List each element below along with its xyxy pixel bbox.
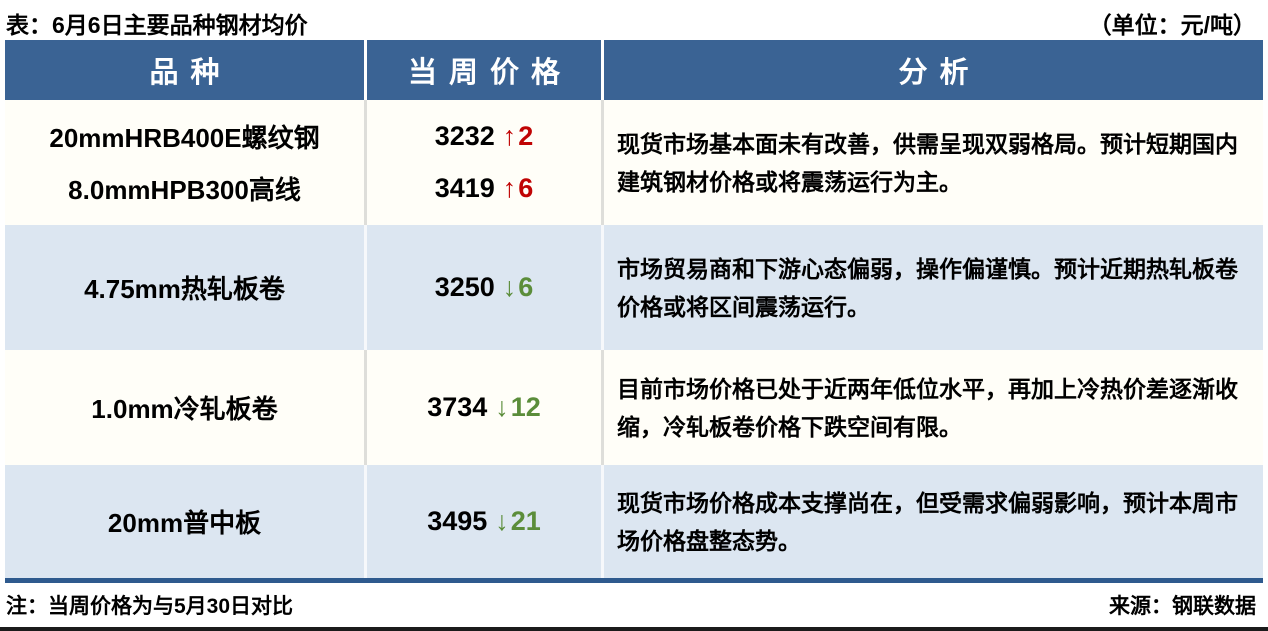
column-divider <box>364 100 367 225</box>
price-line: 3495 ↓21 <box>427 506 541 537</box>
up-arrow-icon: ↑ <box>502 120 517 151</box>
variety-cell: 20mmHRB400E螺纹钢 8.0mmHPB300高线 <box>5 100 364 225</box>
bottom-divider <box>0 627 1268 631</box>
analysis-text: 目前市场价格已处于近两年低位水平，再加上冷热价差逐渐收缩，冷轧板卷价格下跌空间有… <box>617 375 1238 440</box>
change-value: 6 <box>518 272 534 302</box>
price-line: 3250 ↓6 <box>435 272 534 303</box>
change-value: 21 <box>510 506 541 536</box>
column-divider <box>364 350 367 465</box>
column-divider <box>364 465 367 578</box>
title-bar: 表：6月6日主要品种钢材均价 （单位：元/吨） <box>0 0 1268 40</box>
variety-cell: 20mm普中板 <box>5 465 364 578</box>
down-arrow-icon: ↓ <box>502 272 517 302</box>
up-arrow-icon: ↑ <box>502 173 517 204</box>
price-cell: 3734 ↓12 <box>367 350 601 465</box>
product-name: 20mm普中板 <box>107 508 262 538</box>
change-value: 6 <box>518 173 534 204</box>
price-value: 3419 <box>434 173 495 204</box>
variety-cell: 4.75mm热轧板卷 <box>5 225 364 350</box>
price-change: ↓12 <box>487 392 541 422</box>
price-change: ↑6 <box>495 173 534 203</box>
analysis-text: 现货市场基本面未有改善，供需呈现双弱格局。预计短期国内建筑钢材价格或将震荡运行为… <box>617 130 1238 195</box>
price-value: 3734 <box>427 392 488 422</box>
price-line: 3419 ↑6 <box>435 173 534 204</box>
price-cell: 3232 ↑2 3419 ↑6 <box>367 100 601 225</box>
column-divider <box>364 40 367 100</box>
product-name: 8.0mmHPB300高线 <box>68 175 301 206</box>
product-name: 20mmHRB400E螺纹钢 <box>49 122 320 153</box>
unit-label: （单位：元/吨） <box>1088 12 1256 38</box>
price-value: 3250 <box>434 272 495 302</box>
down-arrow-icon: ↓ <box>495 506 509 536</box>
header-cell-analysis: 分析 <box>604 40 1263 100</box>
table-row: 20mmHRB400E螺纹钢 8.0mmHPB300高线 3232 ↑2 3419… <box>5 100 1263 225</box>
price-value: 3495 <box>427 506 488 536</box>
column-divider <box>364 225 367 350</box>
analysis-text: 市场贸易商和下游心态偏弱，操作偏谨慎。预计近期热轧板卷价格或将区间震荡运行。 <box>617 255 1238 320</box>
source-label: 来源：钢联数据 <box>1109 595 1256 618</box>
analysis-text: 现货市场价格成本支撑尚在，但受需求偏弱影响，预计本周市场价格盘整态势。 <box>617 489 1238 554</box>
price-change: ↓6 <box>495 272 534 302</box>
price-change: ↓21 <box>487 506 541 536</box>
column-divider <box>601 100 604 225</box>
change-value: 12 <box>510 392 541 422</box>
analysis-cell: 现货市场基本面未有改善，供需呈现双弱格局。预计短期国内建筑钢材价格或将震荡运行为… <box>604 100 1263 225</box>
table-header-row: 品种 当周价格 分析 <box>5 40 1263 100</box>
column-divider <box>601 350 604 465</box>
down-arrow-icon: ↓ <box>495 392 509 422</box>
analysis-cell: 市场贸易商和下游心态偏弱，操作偏谨慎。预计近期热轧板卷价格或将区间震荡运行。 <box>604 225 1263 350</box>
product-name: 4.75mm热轧板卷 <box>84 274 285 304</box>
column-divider <box>601 465 604 578</box>
footer: 注：当周价格为与5月30日对比 来源：钢联数据 <box>0 590 1268 620</box>
header-cell-price: 当周价格 <box>367 40 601 100</box>
price-cell: 3250 ↓6 <box>367 225 601 350</box>
price-value: 3232 <box>434 120 495 151</box>
price-change: ↑2 <box>495 121 534 151</box>
table-row: 20mm普中板 3495 ↓21 现货市场价格成本支撑尚在，但受需求偏弱影响，预计… <box>5 465 1263 578</box>
price-line: 3734 ↓12 <box>427 392 541 423</box>
product-name: 1.0mm冷轧板卷 <box>91 394 278 424</box>
steel-price-table: 品种 当周价格 分析 20mmHRB400E螺纹钢 8.0mmHPB300高线 … <box>5 40 1263 583</box>
variety-cell: 1.0mm冷轧板卷 <box>5 350 364 465</box>
footnote: 注：当周价格为与5月30日对比 <box>6 595 294 618</box>
table-row: 4.75mm热轧板卷 3250 ↓6 市场贸易商和下游心态偏弱，操作偏谨慎。预计近… <box>5 225 1263 350</box>
price-cell: 3495 ↓21 <box>367 465 601 578</box>
page-title: 表：6月6日主要品种钢材均价 <box>6 12 308 38</box>
header-cell-variety: 品种 <box>5 40 364 100</box>
column-divider <box>601 40 604 100</box>
analysis-cell: 现货市场价格成本支撑尚在，但受需求偏弱影响，预计本周市场价格盘整态势。 <box>604 465 1263 578</box>
column-divider <box>601 225 604 350</box>
price-line: 3232 ↑2 <box>435 121 534 152</box>
change-value: 2 <box>518 120 534 151</box>
analysis-cell: 目前市场价格已处于近两年低位水平，再加上冷热价差逐渐收缩，冷轧板卷价格下跌空间有… <box>604 350 1263 465</box>
table-row: 1.0mm冷轧板卷 3734 ↓12 目前市场价格已处于近两年低位水平，再加上冷热… <box>5 350 1263 465</box>
